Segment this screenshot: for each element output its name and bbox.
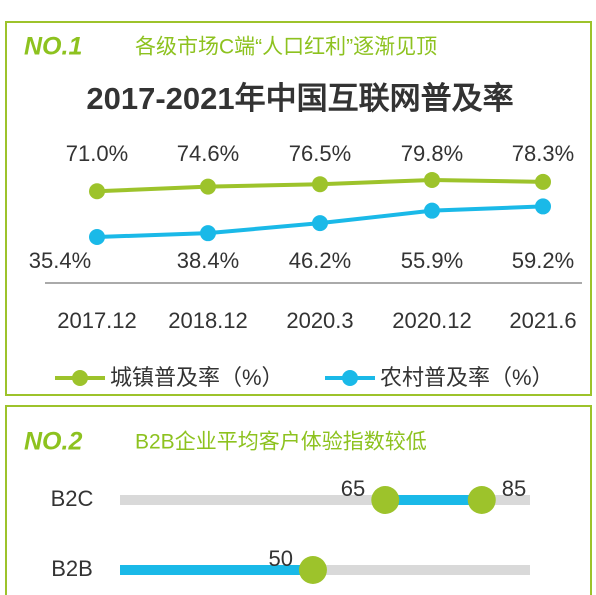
data-label: 74.6% [177,141,239,166]
data-label: 35.4% [29,248,91,273]
data-label: 65 [341,476,365,501]
data-label: 46.2% [289,248,351,273]
data-label: 78.3% [512,141,574,166]
dot [467,486,496,514]
point [424,202,440,219]
point [312,176,328,193]
dot [371,486,400,514]
track [120,495,530,505]
point [200,178,216,195]
panel-border [5,405,592,595]
data-label: 59.2% [512,248,574,273]
range-bar [385,495,482,505]
point [535,173,551,190]
x-tick-label: 2020.12 [392,308,472,333]
dot [298,556,327,584]
range-bar [120,565,313,575]
data-label: 38.4% [177,248,239,273]
chart-title: 2017-2021年中国互联网普及率 [86,81,513,116]
x-tick-label: 2021.6 [509,308,576,333]
legend-label: 城镇普及率（%） [110,365,284,390]
category-label: B2C [51,486,94,511]
point [89,229,105,246]
point [535,198,551,215]
badge: NO.1 [24,33,82,61]
data-label: 50 [268,546,292,571]
x-tick-label: 2020.3 [286,308,353,333]
legend-marker [342,370,358,386]
badge: NO.2 [24,428,82,456]
data-label: 79.8% [401,141,463,166]
point [424,171,440,188]
subtitle: 各级市场C端“人口红利”逐渐见顶 [135,36,437,59]
x-tick-label: 2017.12 [57,308,137,333]
point [312,215,328,232]
x-tick-label: 2018.12 [168,308,248,333]
panel-border [5,21,592,396]
point [89,183,105,200]
data-label: 71.0% [66,141,128,166]
data-label: 55.9% [401,248,463,273]
data-label: 76.5% [289,141,351,166]
chart-title: B2B企业平均客户体验指数较低 [135,431,427,454]
legend-marker [72,370,88,386]
data-label: 85 [502,476,526,501]
category-label: B2B [51,556,93,581]
point [200,225,216,242]
legend-label: 农村普及率（%） [380,365,554,390]
